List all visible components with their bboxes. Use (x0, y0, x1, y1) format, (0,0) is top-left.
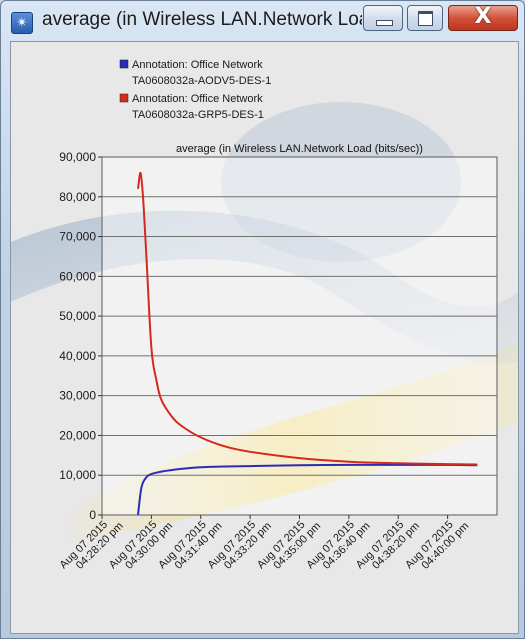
maximize-icon (418, 11, 433, 26)
y-tick-label: 50,000 (59, 309, 96, 323)
background-swirl (11, 102, 518, 542)
title-bar[interactable]: ✴ average (in Wireless LAN.Network Loa..… (1, 1, 524, 41)
minimize-button[interactable] (363, 5, 403, 31)
legend-label: Annotation: Office Network (132, 93, 263, 105)
series-line-1 (137, 463, 478, 516)
chart-title: average (in Wireless LAN.Network Load (b… (176, 143, 423, 155)
legend-label: TA0608032a-AODV5-DES-1 (132, 75, 271, 87)
minimize-icon (376, 20, 393, 26)
y-tick-label: 60,000 (59, 269, 96, 283)
close-button[interactable]: X (448, 4, 518, 31)
legend-swatch (119, 59, 129, 69)
y-tick-label: 70,000 (59, 230, 96, 244)
series-line-2 (137, 171, 478, 466)
chart-area: average (in Wireless LAN.Network Load (b… (10, 41, 519, 634)
legend-label: Annotation: Office Network (132, 59, 263, 71)
y-tick-label: 10,000 (59, 468, 96, 482)
chart-svg: average (in Wireless LAN.Network Load (b… (58, 59, 498, 572)
y-tick-label: 0 (89, 508, 96, 522)
legend-swatch (119, 93, 129, 103)
window-title: average (in Wireless LAN.Network Loa... (42, 9, 362, 30)
plot-frame (101, 156, 498, 516)
close-icon: X (474, 4, 492, 29)
y-tick-label: 90,000 (59, 150, 96, 164)
maximize-button[interactable] (407, 5, 443, 31)
y-tick-label: 80,000 (59, 190, 96, 204)
y-tick-label: 30,000 (59, 389, 96, 403)
y-tick-label: 40,000 (59, 349, 96, 363)
y-tick-label: 20,000 (59, 428, 96, 442)
app-icon[interactable]: ✴ (11, 12, 33, 34)
legend-label: TA0608032a-GRP5-DES-1 (132, 109, 264, 121)
